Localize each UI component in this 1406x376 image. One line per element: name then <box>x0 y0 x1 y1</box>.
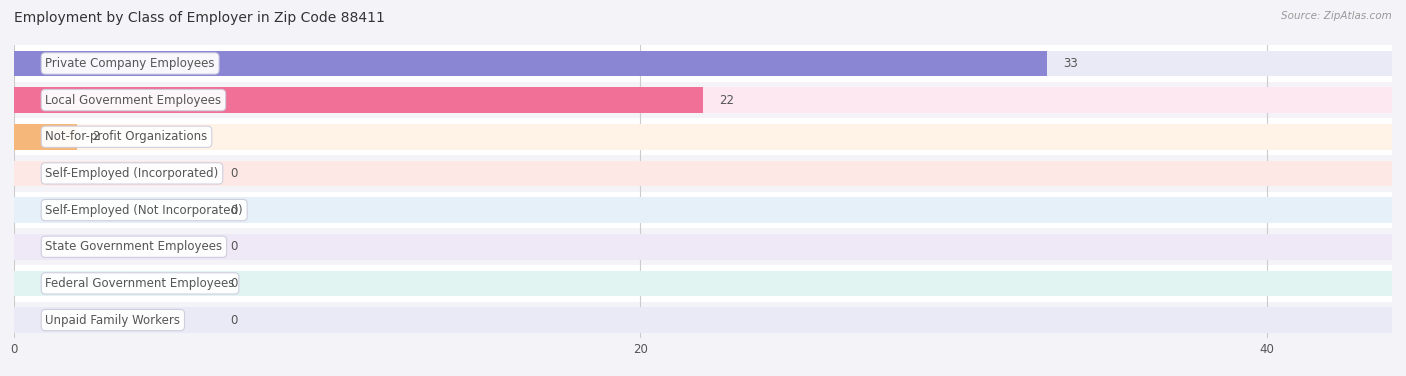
Text: Private Company Employees: Private Company Employees <box>45 57 215 70</box>
Text: 2: 2 <box>93 130 100 143</box>
Text: Federal Government Employees: Federal Government Employees <box>45 277 235 290</box>
Text: Unpaid Family Workers: Unpaid Family Workers <box>45 314 180 327</box>
Bar <box>14 307 221 333</box>
Bar <box>14 197 221 223</box>
Bar <box>14 271 1392 296</box>
Text: 22: 22 <box>718 94 734 107</box>
Text: 0: 0 <box>231 277 238 290</box>
Bar <box>14 161 1392 186</box>
Bar <box>14 234 1392 259</box>
Bar <box>14 45 1392 82</box>
Bar <box>14 124 77 150</box>
Bar <box>14 87 1392 113</box>
Bar <box>14 197 1392 223</box>
Text: 0: 0 <box>231 240 238 253</box>
Bar <box>14 229 1392 265</box>
Bar <box>14 118 1392 155</box>
Text: 0: 0 <box>231 314 238 327</box>
Bar <box>14 82 1392 118</box>
Text: Not-for-profit Organizations: Not-for-profit Organizations <box>45 130 208 143</box>
Bar <box>14 51 1392 76</box>
Text: 33: 33 <box>1063 57 1078 70</box>
Bar <box>14 124 1392 150</box>
Bar <box>14 302 1392 338</box>
Bar <box>14 51 1047 76</box>
Text: 0: 0 <box>231 203 238 217</box>
Text: State Government Employees: State Government Employees <box>45 240 222 253</box>
Bar <box>14 265 1392 302</box>
Text: Employment by Class of Employer in Zip Code 88411: Employment by Class of Employer in Zip C… <box>14 11 385 25</box>
Text: Self-Employed (Incorporated): Self-Employed (Incorporated) <box>45 167 218 180</box>
Text: Self-Employed (Not Incorporated): Self-Employed (Not Incorporated) <box>45 203 243 217</box>
Text: Source: ZipAtlas.com: Source: ZipAtlas.com <box>1281 11 1392 21</box>
Text: 0: 0 <box>231 167 238 180</box>
Bar <box>14 192 1392 229</box>
Bar <box>14 161 221 186</box>
Bar <box>14 271 221 296</box>
Bar <box>14 307 1392 333</box>
Bar <box>14 87 703 113</box>
Text: Local Government Employees: Local Government Employees <box>45 94 222 107</box>
Bar <box>14 155 1392 192</box>
Bar <box>14 234 221 259</box>
